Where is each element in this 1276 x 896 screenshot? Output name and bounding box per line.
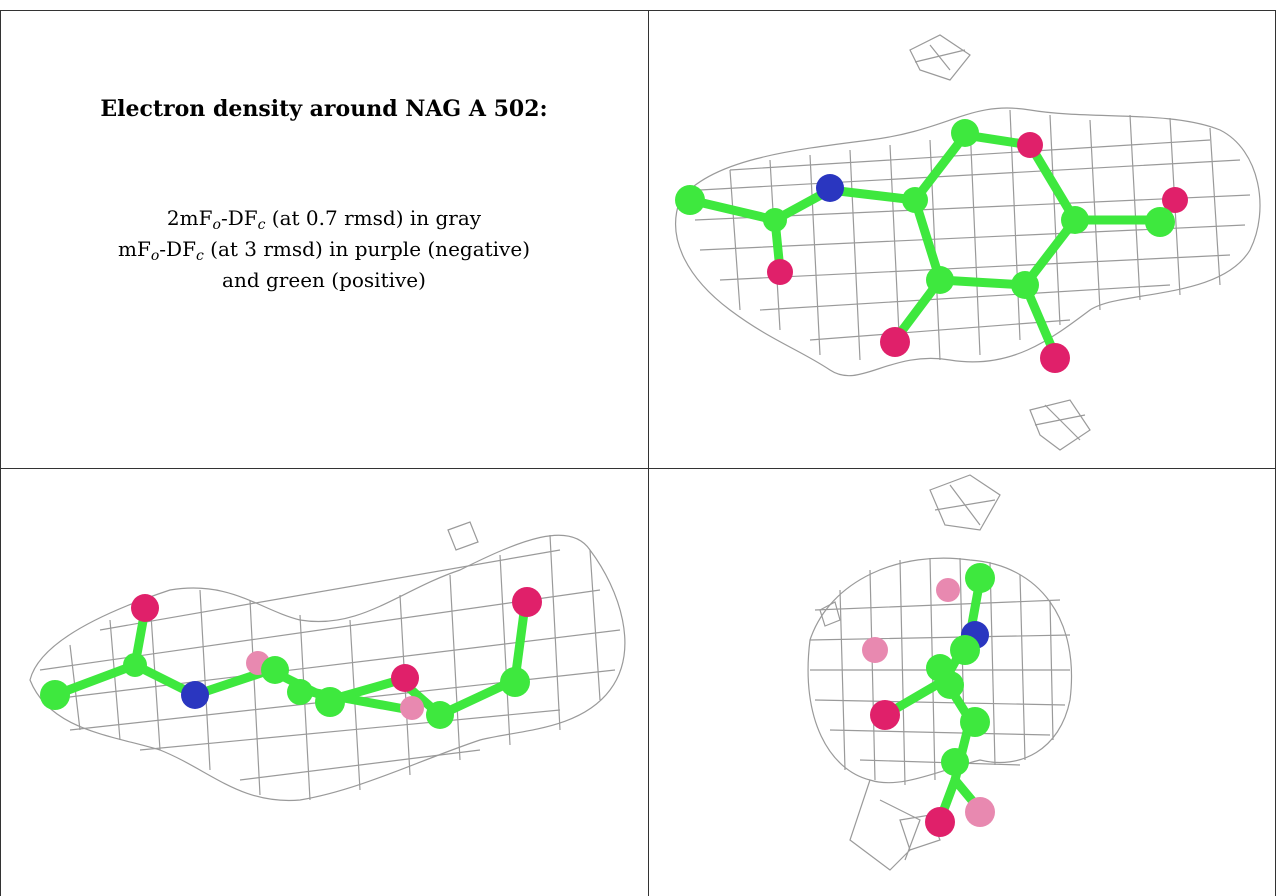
atom-oxygen [862,637,888,663]
atom-oxygen [400,696,424,720]
density-mesh [675,34,1261,451]
atom-carbon [965,563,995,593]
description-line-3: and green (positive) [222,268,426,292]
density-mesh [29,521,626,802]
mesh-outline [807,557,1072,784]
mesh-fragment-top [929,474,1001,531]
border-row [0,468,1276,469]
caption-cell: Electron density around NAG A 502: 2mFo-… [0,0,648,468]
molecule-atoms [40,587,542,729]
atom-carbon [123,653,147,677]
atom-oxygen [925,807,955,837]
atom-carbon [960,707,990,737]
atom-carbon [40,680,70,710]
description-line-1: 2mFo-DFc (at 0.7 rmsd) in gray [166,206,482,233]
atom-carbon [1061,206,1089,234]
atom-carbon [902,187,928,213]
atom-oxygen [131,594,159,622]
molecule-atoms [675,119,1188,373]
molecule-atoms [862,563,995,837]
view-bottom-right [650,470,1276,896]
atom-carbon [675,185,705,215]
atom-oxygen [1040,343,1070,373]
atom-carbon [1145,207,1175,237]
atom-carbon [926,266,954,294]
atom-carbon [936,671,964,699]
mesh-fragment-bottom [899,814,941,851]
atom-oxygen [1162,187,1188,213]
atom-carbon [315,687,345,717]
border-left [0,10,1,896]
atom-oxygen [512,587,542,617]
mesh-fragment-top [909,34,971,81]
border-top [0,10,1276,11]
view-top-right [650,10,1276,468]
atom-carbon [951,119,979,147]
mesh-tail [849,779,921,871]
atom-oxygen [391,664,419,692]
mesh-outline [675,107,1261,377]
view-bottom-left [0,470,648,896]
atom-oxygen [880,327,910,357]
atom-carbon [500,667,530,697]
mesh-grid-b [729,109,1221,361]
mesh-fragment-left [819,601,841,627]
figure-title: Electron density around NAG A 502: [100,96,548,122]
atom-oxygen [870,700,900,730]
mesh-fragment-square [447,521,479,551]
atom-carbon [763,208,787,232]
atom-oxygen [965,797,995,827]
atom-carbon [261,656,289,684]
description-line-2: mFo-DFc (at 3 rmsd) in purple (negative) [118,237,530,264]
atom-carbon [950,635,980,665]
atom-carbon [1011,271,1039,299]
density-view-end-on [807,474,1072,871]
atom-oxygen [1017,132,1043,158]
atom-nitrogen [181,681,209,709]
atom-carbon [287,679,313,705]
mesh-outline [29,534,626,802]
atom-oxygen [767,259,793,285]
mesh-grid-a [694,139,1251,341]
atom-nitrogen [816,174,844,202]
density-view-top [675,34,1261,451]
atom-oxygen [936,578,960,602]
border-middle [648,10,649,896]
atom-carbon [426,701,454,729]
density-view-side [29,521,626,802]
mesh-fragment-bottom [1029,399,1091,451]
molecule-bonds [880,575,985,825]
atom-carbon [941,748,969,776]
figure-description: 2mFo-DFc (at 0.7 rmsd) in gray mFo-DFc (… [0,203,648,296]
